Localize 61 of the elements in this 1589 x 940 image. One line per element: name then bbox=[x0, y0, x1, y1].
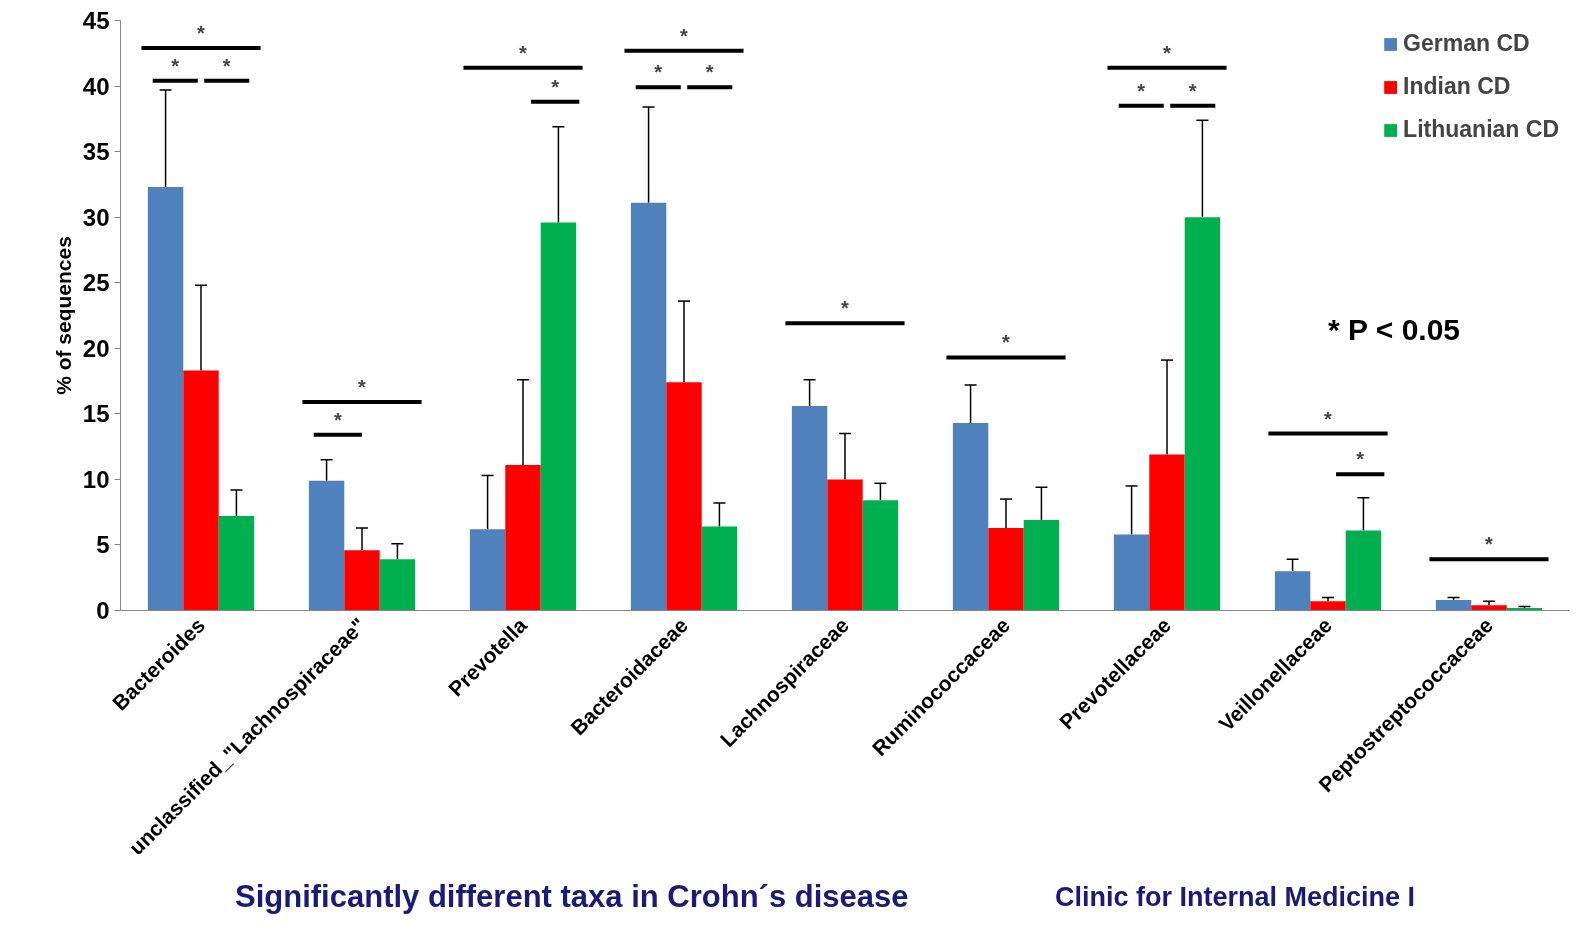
annotation: * bbox=[705, 61, 714, 84]
bar bbox=[1184, 217, 1221, 611]
bar bbox=[701, 526, 738, 611]
bar bbox=[1149, 454, 1185, 611]
text: Significantly different taxa in Crohn´s disease bbox=[235, 878, 909, 916]
y-tick-label: 10 bbox=[82, 465, 110, 493]
annotation: * bbox=[551, 75, 560, 98]
y-tick-label: 45 bbox=[82, 7, 110, 34]
bar bbox=[147, 187, 184, 611]
bar bbox=[218, 516, 255, 611]
y-tick-label: 15 bbox=[82, 400, 110, 428]
bar bbox=[344, 550, 380, 611]
annotation: * bbox=[197, 22, 206, 45]
bar bbox=[952, 423, 989, 611]
y-tick-label: 0 bbox=[96, 597, 110, 624]
annotation: * bbox=[1188, 79, 1197, 102]
y-tick-label: 20 bbox=[82, 334, 110, 362]
annotation: * bbox=[1324, 407, 1333, 430]
legend-label: Indian CD bbox=[1403, 73, 1511, 100]
legend-label: German CD bbox=[1403, 30, 1530, 57]
y-tick-label: 30 bbox=[82, 203, 110, 231]
y-tick-label: 5 bbox=[96, 531, 110, 559]
bar bbox=[1435, 600, 1472, 611]
bar bbox=[988, 527, 1024, 611]
bar bbox=[1113, 534, 1150, 611]
annotation: * bbox=[222, 54, 231, 77]
bar bbox=[183, 370, 219, 611]
y-tick-label: 25 bbox=[82, 269, 110, 297]
bar bbox=[1345, 530, 1382, 611]
annotation: * bbox=[1002, 331, 1011, 354]
bar bbox=[505, 464, 541, 611]
legend-label: Lithuanian CD bbox=[1403, 116, 1559, 143]
y-tick-label: 40 bbox=[82, 72, 110, 100]
annotation: * bbox=[333, 408, 342, 431]
annotation: * bbox=[680, 24, 689, 47]
bar bbox=[1023, 520, 1060, 611]
bar bbox=[1310, 601, 1346, 611]
text: Clinic for Internal Medicine I bbox=[1055, 881, 1416, 914]
annotation: * bbox=[654, 61, 663, 84]
bar bbox=[1471, 605, 1507, 611]
y-axis-title: % of sequences bbox=[51, 236, 75, 395]
bar bbox=[379, 559, 416, 611]
bar bbox=[666, 382, 702, 611]
annotation: * bbox=[1485, 533, 1494, 556]
bar bbox=[827, 479, 863, 611]
annotation: * bbox=[1163, 41, 1172, 64]
bar bbox=[791, 405, 828, 611]
annotation: * bbox=[171, 54, 180, 77]
bar bbox=[308, 480, 345, 611]
bar bbox=[540, 222, 577, 611]
bar bbox=[630, 202, 667, 611]
y-tick-label: 35 bbox=[82, 138, 110, 166]
bar bbox=[862, 500, 899, 611]
bar bbox=[1274, 571, 1311, 611]
bar bbox=[469, 529, 506, 611]
annotation: * bbox=[358, 376, 367, 399]
annotation: * P < 0.05 bbox=[1328, 312, 1461, 346]
annotation: * bbox=[1356, 448, 1365, 471]
annotation: * bbox=[841, 297, 850, 320]
annotation: * bbox=[519, 41, 528, 64]
annotation: * bbox=[1137, 79, 1146, 102]
